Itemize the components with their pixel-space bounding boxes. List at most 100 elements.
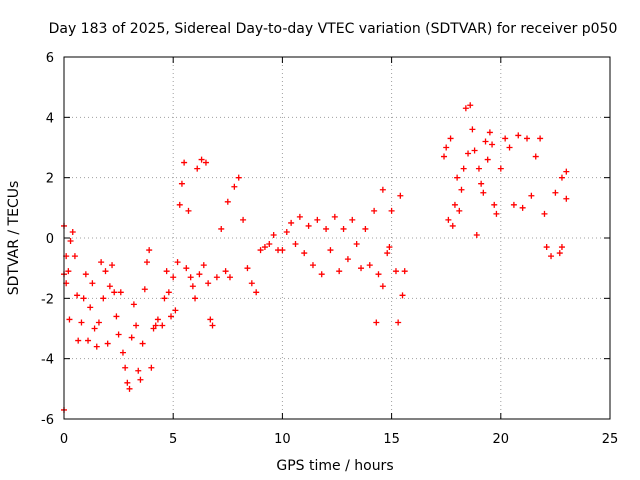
data-point [124, 379, 131, 386]
data-point [196, 271, 203, 278]
data-point [358, 265, 365, 272]
data-point [198, 156, 205, 163]
x-tick-label: 5 [169, 432, 177, 447]
data-point [386, 244, 393, 251]
data-point [213, 274, 220, 281]
data-point [205, 280, 212, 287]
data-point [174, 259, 181, 266]
data-point [115, 331, 122, 338]
data-point [209, 322, 216, 329]
data-point [141, 286, 148, 293]
data-point [460, 165, 467, 172]
data-point [449, 222, 456, 229]
data-point [146, 247, 153, 254]
data-point [109, 262, 116, 269]
data-point [296, 213, 303, 220]
data-point [95, 319, 102, 326]
data-point [327, 247, 334, 254]
data-point [318, 271, 325, 278]
data-point [344, 256, 351, 263]
data-point [467, 102, 474, 109]
data-point [78, 319, 85, 326]
data-point [170, 274, 177, 281]
data-point [484, 156, 491, 163]
y-tick-label: 0 [46, 232, 54, 247]
data-point [462, 105, 469, 112]
y-tick-label: -6 [41, 413, 54, 428]
data-point [465, 150, 472, 157]
data-point [456, 207, 463, 214]
data-point [379, 186, 386, 193]
data-point [502, 135, 509, 142]
data-point [181, 159, 188, 166]
data-point [122, 364, 129, 371]
data-point [231, 183, 238, 190]
data-point [168, 313, 175, 320]
data-point [148, 364, 155, 371]
data-point [172, 307, 179, 314]
data-point [82, 271, 89, 278]
data-point [67, 238, 74, 245]
x-tick-label: 25 [602, 432, 619, 447]
data-point [106, 283, 113, 290]
data-point [91, 325, 98, 332]
y-tick-label: -4 [41, 353, 54, 368]
data-point [218, 225, 225, 232]
data-point [373, 319, 380, 326]
data-point [489, 141, 496, 148]
data-point [100, 295, 107, 302]
data-point [183, 265, 190, 272]
data-point [235, 174, 242, 181]
data-point [480, 189, 487, 196]
grid-lines [64, 57, 610, 419]
data-point [119, 349, 126, 356]
data-point [113, 313, 120, 320]
data-point [510, 201, 517, 208]
data-point [563, 168, 570, 175]
data-points [61, 102, 570, 413]
data-point [257, 247, 264, 254]
data-point [491, 201, 498, 208]
data-point [558, 174, 565, 181]
data-point [301, 250, 308, 257]
data-point [266, 241, 273, 248]
data-point [202, 159, 209, 166]
data-point [349, 216, 356, 223]
data-point [137, 376, 144, 383]
data-point [556, 250, 563, 257]
y-axis-title: SDTVAR / TECUs [6, 181, 22, 296]
data-point [515, 132, 522, 139]
data-point [292, 241, 299, 248]
data-point [458, 186, 465, 193]
data-point [288, 219, 295, 226]
data-point [528, 192, 535, 199]
data-point [471, 147, 478, 154]
data-point [176, 201, 183, 208]
data-point [443, 144, 450, 151]
data-point [399, 292, 406, 299]
data-point [87, 304, 94, 311]
data-point [379, 283, 386, 290]
data-point [139, 340, 146, 347]
data-point [309, 262, 316, 269]
data-point [331, 213, 338, 220]
data-point [384, 250, 391, 257]
data-point [493, 210, 500, 217]
data-point [111, 289, 118, 296]
y-tick-label: 6 [46, 51, 54, 66]
data-point [224, 198, 231, 205]
data-point [323, 225, 330, 232]
data-point [392, 268, 399, 275]
chart-title: Day 183 of 2025, Sidereal Day-to-day VTE… [49, 21, 618, 37]
data-point [244, 265, 251, 272]
data-point [65, 268, 72, 275]
data-point [388, 207, 395, 214]
axis-ticks [63, 56, 611, 420]
data-point [104, 340, 111, 347]
data-point [130, 301, 137, 308]
data-point [143, 259, 150, 266]
data-point [558, 244, 565, 251]
x-tick-label: 15 [383, 432, 400, 447]
data-point [353, 241, 360, 248]
